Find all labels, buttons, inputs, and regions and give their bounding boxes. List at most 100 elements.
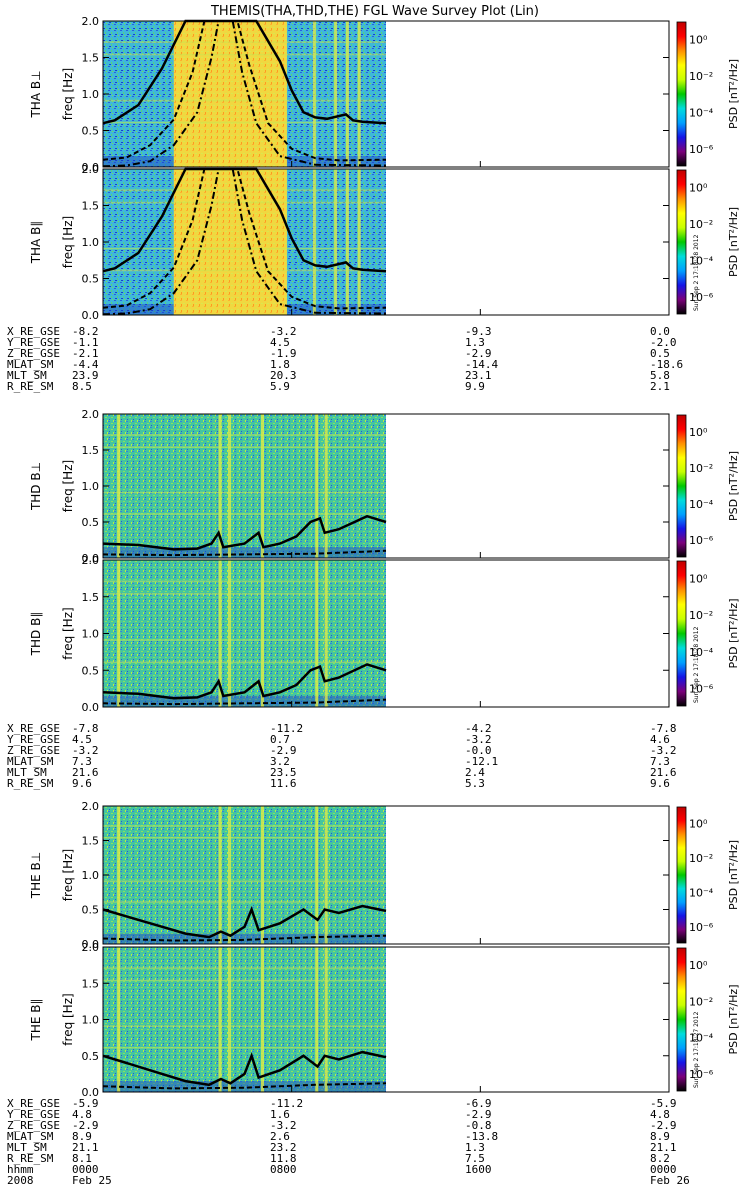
solid-line-5	[102, 1050, 387, 1087]
ephem-value: -13.8	[465, 1130, 499, 1143]
ephem-label: R_RE_SM	[7, 1152, 54, 1165]
ephem-label: R_RE_SM	[7, 380, 54, 393]
stripe-5-0	[103, 1047, 386, 1049]
burst-2-3	[261, 414, 265, 558]
burst-0-1	[334, 21, 338, 167]
panel-label-5: THE B∥	[29, 999, 43, 1042]
burst-2-5	[324, 414, 328, 558]
colorbar-1	[676, 169, 687, 315]
panel-label-0: THA B⊥	[29, 70, 43, 118]
panel-label-1: THA B∥	[29, 221, 43, 265]
ephem-value: 5.8	[650, 369, 670, 382]
stripe-5-1	[103, 1025, 386, 1027]
burst-4-0	[117, 806, 121, 944]
colorbar-label-1: PSD [nT²/Hz]	[727, 207, 740, 277]
low-freq-band-2	[103, 547, 386, 558]
ephem-value: 1.3	[465, 1141, 485, 1154]
colorbar-tick-2-3: 10⁻⁶	[689, 534, 714, 547]
ephem-value: -6.9	[465, 1097, 492, 1110]
colorbar-tick-0-0: 10⁰	[689, 33, 708, 46]
ephem-value: 23.2	[270, 1141, 297, 1154]
colorbar-label-4: PSD [nT²/Hz]	[727, 840, 740, 910]
plot-title: THEMIS(THA,THD,THE) FGL Wave Survey Plot…	[210, 4, 539, 19]
colorbar-tick-2-1: 10⁻²	[689, 462, 713, 475]
timestamp-1: Sun Sep 2 17:18:28 2012	[693, 234, 700, 311]
ylabel-2: freq [Hz]	[61, 460, 75, 512]
ephem-value: -11.2	[270, 722, 304, 735]
stripe-3-3	[103, 580, 386, 583]
colorbar-tick-1-2: 10⁻⁴	[689, 254, 714, 267]
low-freq-band-4	[103, 933, 386, 944]
timestamp-3: Sun Sep 2 17:18:28 2012	[693, 626, 700, 703]
ephem-value: -2.9	[270, 744, 297, 757]
burst-2-2	[227, 414, 231, 558]
ephem-value: 0800	[270, 1163, 297, 1176]
dashed-line-1	[102, 168, 387, 310]
colorbar-tick-1-1: 10⁻²	[689, 218, 713, 231]
ytick-label-4-4: 2.0	[82, 800, 100, 813]
stripe-1-3	[103, 189, 386, 191]
ytick-label-0-4: 2.0	[82, 15, 100, 28]
stripe-3-2	[103, 593, 386, 595]
ephem-value: 8.9	[650, 1130, 670, 1143]
ephem-value: -2.9	[465, 1108, 492, 1121]
colorbar-tick-0-2: 10⁻⁴	[689, 106, 714, 119]
low-freq-band-3	[103, 695, 386, 707]
ephem-value: 9.9	[465, 380, 485, 393]
ephem-label: Z_RE_GSE	[7, 744, 60, 757]
ephem-value: 23.5	[270, 766, 297, 779]
burst-4-3	[261, 806, 265, 944]
stripe-1-1	[103, 247, 386, 250]
ytick-label-5-3: 1.5	[82, 977, 100, 990]
ephem-value: Feb 26	[650, 1174, 690, 1187]
ephem-label: X_RE_GSE	[7, 722, 60, 735]
spectrogram-4	[103, 806, 386, 944]
ytick-label-2-3: 1.5	[82, 444, 100, 457]
ephem-value: -2.9	[465, 347, 492, 360]
colorbar-tick-0-1: 10⁻²	[689, 70, 713, 83]
colorbar-3	[676, 560, 687, 707]
ylabel-4: freq [Hz]	[61, 849, 75, 901]
ephem-label: Y_RE_GSE	[7, 1108, 60, 1121]
ephem-value: 8.9	[72, 1130, 92, 1143]
ephem-value: 4.8	[72, 1108, 92, 1121]
ephem-value: -5.9	[72, 1097, 99, 1110]
dashed-line-5	[102, 1082, 387, 1090]
ephem-value: -12.1	[465, 755, 499, 768]
ephem-label: Z_RE_GSE	[7, 1119, 60, 1132]
ephem-label: MLT_SM	[7, 1141, 47, 1154]
ephem-value: 21.6	[72, 766, 99, 779]
panel-label-3: THD B∥	[29, 612, 43, 657]
ephem-value: -11.2	[270, 1097, 304, 1110]
ephem-value: 11.8	[270, 1152, 297, 1165]
ytick-label-3-4: 2.0	[82, 554, 100, 567]
colorbar-tick-5-1: 10⁻²	[689, 995, 713, 1008]
burst-5-5	[324, 947, 328, 1092]
ephem-value: 1.3	[465, 336, 485, 349]
colorbar-label-5: PSD [nT²/Hz]	[727, 984, 740, 1054]
ephem-value: -9.3	[465, 325, 492, 338]
ephem-value: -3.2	[270, 1119, 297, 1132]
stripe-4-2	[103, 837, 386, 839]
ephem-value: -3.2	[650, 744, 677, 757]
colorbar-tick-3-3: 10⁻⁶	[689, 683, 714, 696]
ephem-value: -8.2	[72, 325, 99, 338]
ephem-value: 7.3	[650, 755, 670, 768]
stripe-3-1	[103, 639, 386, 641]
burst-3-4	[315, 560, 319, 707]
stripe-0-2	[103, 53, 386, 56]
burst-4-5	[324, 806, 328, 944]
stripe-1-2	[103, 201, 386, 204]
ephem-value: 1.8	[270, 358, 290, 371]
stripe-4-1	[103, 880, 386, 883]
burst-3-3	[261, 560, 265, 707]
burst-4-1	[218, 806, 222, 944]
ytick-label-0-1: 0.5	[82, 125, 100, 138]
ytick-label-5-1: 0.5	[82, 1050, 100, 1063]
ytick-label-1-4: 2.0	[82, 163, 100, 176]
burst-3-5	[324, 560, 328, 707]
ephem-value: 9.6	[72, 777, 92, 790]
solid-line-3	[102, 663, 387, 700]
ephem-value: 8.1	[72, 1152, 92, 1165]
